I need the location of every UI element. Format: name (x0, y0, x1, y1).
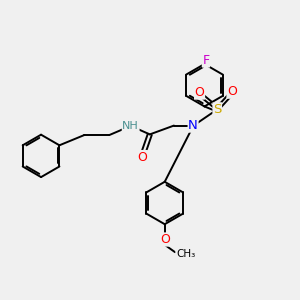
Text: O: O (160, 233, 170, 246)
Text: S: S (213, 103, 221, 116)
Text: O: O (227, 85, 237, 98)
Text: O: O (195, 86, 205, 99)
Text: O: O (137, 151, 147, 164)
Text: CH₃: CH₃ (176, 249, 195, 259)
Text: NH: NH (122, 121, 139, 131)
Text: F: F (202, 54, 209, 67)
Text: N: N (188, 119, 198, 132)
